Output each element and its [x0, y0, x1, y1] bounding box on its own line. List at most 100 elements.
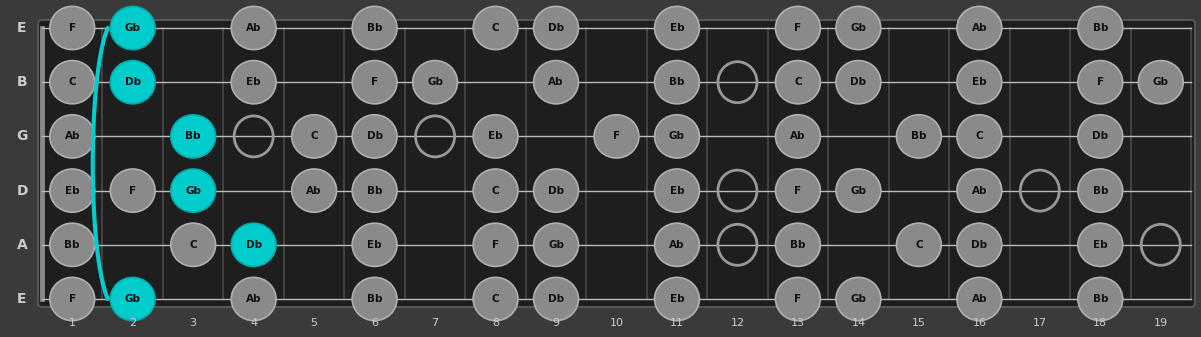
Ellipse shape	[776, 115, 820, 158]
Text: C: C	[491, 186, 500, 195]
Ellipse shape	[533, 277, 579, 320]
Ellipse shape	[655, 61, 699, 104]
Text: Db: Db	[548, 294, 564, 304]
Text: Gb: Gb	[669, 131, 685, 142]
Text: Eb: Eb	[670, 294, 685, 304]
Ellipse shape	[473, 223, 518, 267]
Ellipse shape	[352, 6, 398, 50]
Text: Gb: Gb	[548, 240, 564, 250]
Ellipse shape	[49, 223, 95, 267]
Ellipse shape	[1077, 115, 1123, 158]
Text: Db: Db	[366, 131, 383, 142]
Text: G: G	[17, 129, 28, 144]
Text: 14: 14	[852, 318, 866, 328]
FancyBboxPatch shape	[38, 20, 1195, 307]
Ellipse shape	[110, 6, 155, 50]
Ellipse shape	[413, 61, 458, 104]
Text: Db: Db	[245, 240, 262, 250]
Text: Ab: Ab	[790, 131, 806, 142]
Text: Eb: Eb	[670, 23, 685, 33]
Ellipse shape	[473, 169, 518, 212]
Ellipse shape	[896, 223, 942, 267]
Text: 15: 15	[912, 318, 926, 328]
Text: Bb: Bb	[1093, 294, 1109, 304]
Text: Bb: Bb	[65, 240, 80, 250]
Text: 5: 5	[311, 318, 317, 328]
Text: 9: 9	[552, 318, 560, 328]
Text: Eb: Eb	[246, 77, 261, 87]
Text: 16: 16	[973, 318, 986, 328]
Ellipse shape	[776, 169, 820, 212]
Text: Ab: Ab	[972, 23, 987, 33]
Ellipse shape	[776, 277, 820, 320]
Text: Db: Db	[548, 186, 564, 195]
Text: C: C	[190, 240, 197, 250]
Ellipse shape	[655, 115, 699, 158]
Text: 10: 10	[609, 318, 623, 328]
Text: C: C	[794, 77, 802, 87]
Text: 4: 4	[250, 318, 257, 328]
Text: 19: 19	[1154, 318, 1167, 328]
Ellipse shape	[232, 223, 276, 267]
Text: B: B	[17, 75, 28, 89]
FancyBboxPatch shape	[8, 8, 1193, 329]
Text: Bb: Bb	[790, 240, 806, 250]
Ellipse shape	[1077, 277, 1123, 320]
Ellipse shape	[49, 169, 95, 212]
Ellipse shape	[1077, 169, 1123, 212]
Ellipse shape	[352, 223, 398, 267]
Text: F: F	[794, 23, 801, 33]
Text: 17: 17	[1033, 318, 1047, 328]
Ellipse shape	[655, 6, 699, 50]
Text: Db: Db	[548, 23, 564, 33]
Text: Gb: Gb	[185, 186, 202, 195]
Text: Db: Db	[1092, 131, 1109, 142]
Ellipse shape	[836, 61, 880, 104]
Ellipse shape	[352, 169, 398, 212]
Text: 2: 2	[130, 318, 136, 328]
Text: C: C	[915, 240, 922, 250]
Text: F: F	[613, 131, 620, 142]
Ellipse shape	[292, 169, 336, 212]
Text: D: D	[17, 184, 28, 197]
Text: Bb: Bb	[1093, 186, 1109, 195]
Ellipse shape	[957, 169, 1002, 212]
Text: 13: 13	[791, 318, 805, 328]
Text: F: F	[794, 294, 801, 304]
Text: Gb: Gb	[1153, 77, 1169, 87]
Text: Ab: Ab	[306, 186, 322, 195]
Text: Gb: Gb	[850, 294, 866, 304]
Ellipse shape	[49, 277, 95, 320]
Ellipse shape	[896, 115, 942, 158]
Ellipse shape	[957, 6, 1002, 50]
Text: E: E	[17, 21, 26, 35]
Text: Bb: Bb	[366, 23, 382, 33]
Text: A: A	[17, 238, 28, 252]
Text: Gb: Gb	[125, 294, 141, 304]
Text: Gb: Gb	[125, 23, 141, 33]
Ellipse shape	[171, 223, 216, 267]
Ellipse shape	[110, 61, 155, 104]
Ellipse shape	[232, 277, 276, 320]
Ellipse shape	[776, 61, 820, 104]
Ellipse shape	[473, 115, 518, 158]
Text: Gb: Gb	[850, 186, 866, 195]
Ellipse shape	[352, 277, 398, 320]
Ellipse shape	[533, 169, 579, 212]
Text: C: C	[68, 77, 76, 87]
Ellipse shape	[533, 61, 579, 104]
Ellipse shape	[49, 6, 95, 50]
Text: Db: Db	[125, 77, 141, 87]
Ellipse shape	[957, 61, 1002, 104]
Text: 18: 18	[1093, 318, 1107, 328]
Ellipse shape	[957, 277, 1002, 320]
Text: F: F	[68, 294, 76, 304]
Ellipse shape	[1077, 223, 1123, 267]
Text: Gb: Gb	[428, 77, 443, 87]
Text: C: C	[491, 294, 500, 304]
Ellipse shape	[1077, 61, 1123, 104]
Text: Eb: Eb	[489, 131, 503, 142]
Ellipse shape	[836, 6, 880, 50]
Text: 6: 6	[371, 318, 378, 328]
Text: Db: Db	[850, 77, 866, 87]
